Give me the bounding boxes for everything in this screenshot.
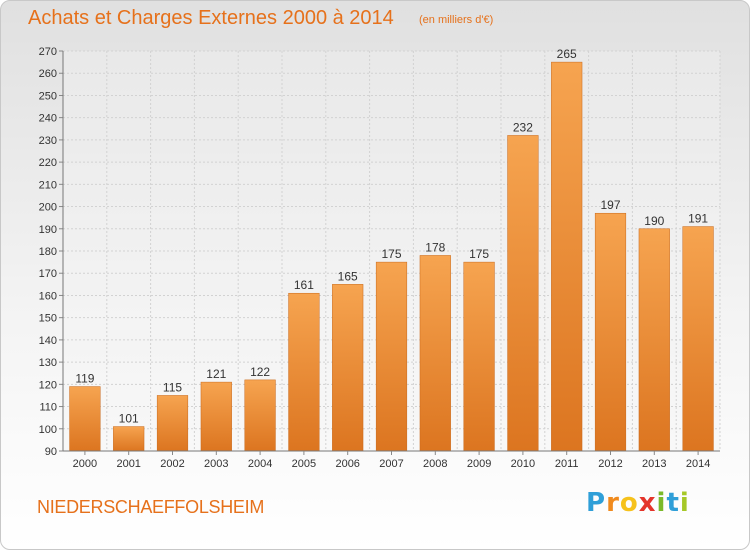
y-tick-label: 100 [39, 424, 57, 436]
x-tick-label: 2005 [292, 458, 316, 470]
x-tick-label: 2003 [204, 458, 228, 470]
commune-name: NIEDERSCHAEFFOLSHEIM [37, 497, 265, 517]
bar-value-label: 122 [250, 365, 270, 379]
y-tick-label: 130 [39, 357, 57, 369]
y-tick-label: 250 [39, 90, 57, 102]
bar-value-label: 101 [119, 412, 139, 426]
value-labels: 119 101 115 121 122 161 165 175 178 175 232 265 197 1… [75, 47, 708, 425]
bar-value-label: 161 [294, 278, 314, 292]
bar-value-label: 121 [206, 367, 226, 381]
y-tick-label: 190 [39, 224, 57, 236]
x-tick-label: 2008 [423, 458, 447, 470]
bar [332, 284, 364, 452]
y-tick-label: 220 [39, 157, 57, 169]
bar [288, 292, 320, 452]
bar-value-label: 175 [469, 247, 489, 261]
logo-letter: i [656, 488, 667, 518]
proxiti-logo: Proxiti [586, 488, 690, 518]
bar-value-label: 265 [557, 47, 577, 61]
bar-value-label: 115 [163, 380, 182, 394]
bar [419, 255, 451, 452]
bar-value-label: 175 [381, 247, 401, 261]
bar [638, 228, 670, 452]
bar [594, 212, 627, 452]
y-tick-label: 120 [39, 379, 57, 391]
chart-title: Achats et Charges Externes 2000 à 2014 [28, 7, 394, 29]
x-tick-label: 2010 [511, 458, 535, 470]
y-tick-label: 180 [39, 246, 57, 258]
bar-value-label: 232 [513, 120, 533, 134]
bar-value-label: 197 [600, 198, 620, 212]
chart-subtitle: (en milliers d'€) [419, 14, 494, 26]
bar [113, 426, 145, 452]
bar-value-label: 178 [425, 240, 445, 254]
bar-value-label: 165 [338, 269, 358, 283]
x-tick-label: 2002 [160, 458, 184, 470]
y-tick-label: 170 [39, 268, 57, 280]
bar [551, 61, 583, 452]
bar [244, 379, 276, 452]
bar [682, 226, 714, 452]
y-tick-label: 90 [45, 446, 57, 458]
x-tick-label: 2006 [335, 458, 359, 470]
y-tick-label: 240 [39, 113, 57, 125]
x-tick-label: 2013 [642, 458, 666, 470]
x-tick-label: 2012 [598, 458, 622, 470]
logo-letter: P [586, 488, 607, 518]
y-tick-label: 200 [39, 202, 57, 214]
y-tick-label: 150 [39, 313, 57, 325]
logo-letter: i [679, 488, 690, 518]
logo-letter: t [666, 488, 680, 518]
bar-value-label: 119 [75, 372, 94, 386]
x-tick-label: 2007 [379, 458, 403, 470]
x-tick-label: 2009 [467, 458, 491, 470]
x-tick-label: 2011 [555, 458, 579, 470]
y-tick-label: 210 [39, 179, 57, 191]
x-tick-label: 2001 [116, 458, 140, 470]
logo-letter: r [606, 488, 620, 518]
bar-value-label: 191 [688, 212, 708, 226]
x-tick-label: 2004 [248, 458, 272, 470]
y-tick-label: 230 [39, 135, 57, 147]
logo-letter: x [638, 488, 657, 518]
bar [375, 261, 408, 452]
bar [200, 381, 232, 452]
bar [69, 386, 101, 452]
bars [69, 61, 714, 452]
y-tick-label: 260 [39, 68, 57, 80]
y-tick-label: 270 [39, 46, 57, 58]
x-tick-label: 2014 [686, 458, 710, 470]
y-tick-label: 140 [39, 335, 57, 347]
bar [507, 135, 539, 452]
logo-letter: o [619, 488, 639, 518]
x-tick-label: 2000 [73, 458, 97, 470]
y-tick-label: 110 [39, 402, 57, 414]
bar-value-label: 190 [644, 214, 664, 228]
bar [156, 395, 189, 452]
axes: 90 100 110 120 130 140 150 160 170 180 190 200 210 22… [39, 46, 720, 470]
bar [463, 261, 495, 452]
y-tick-label: 160 [39, 290, 57, 302]
